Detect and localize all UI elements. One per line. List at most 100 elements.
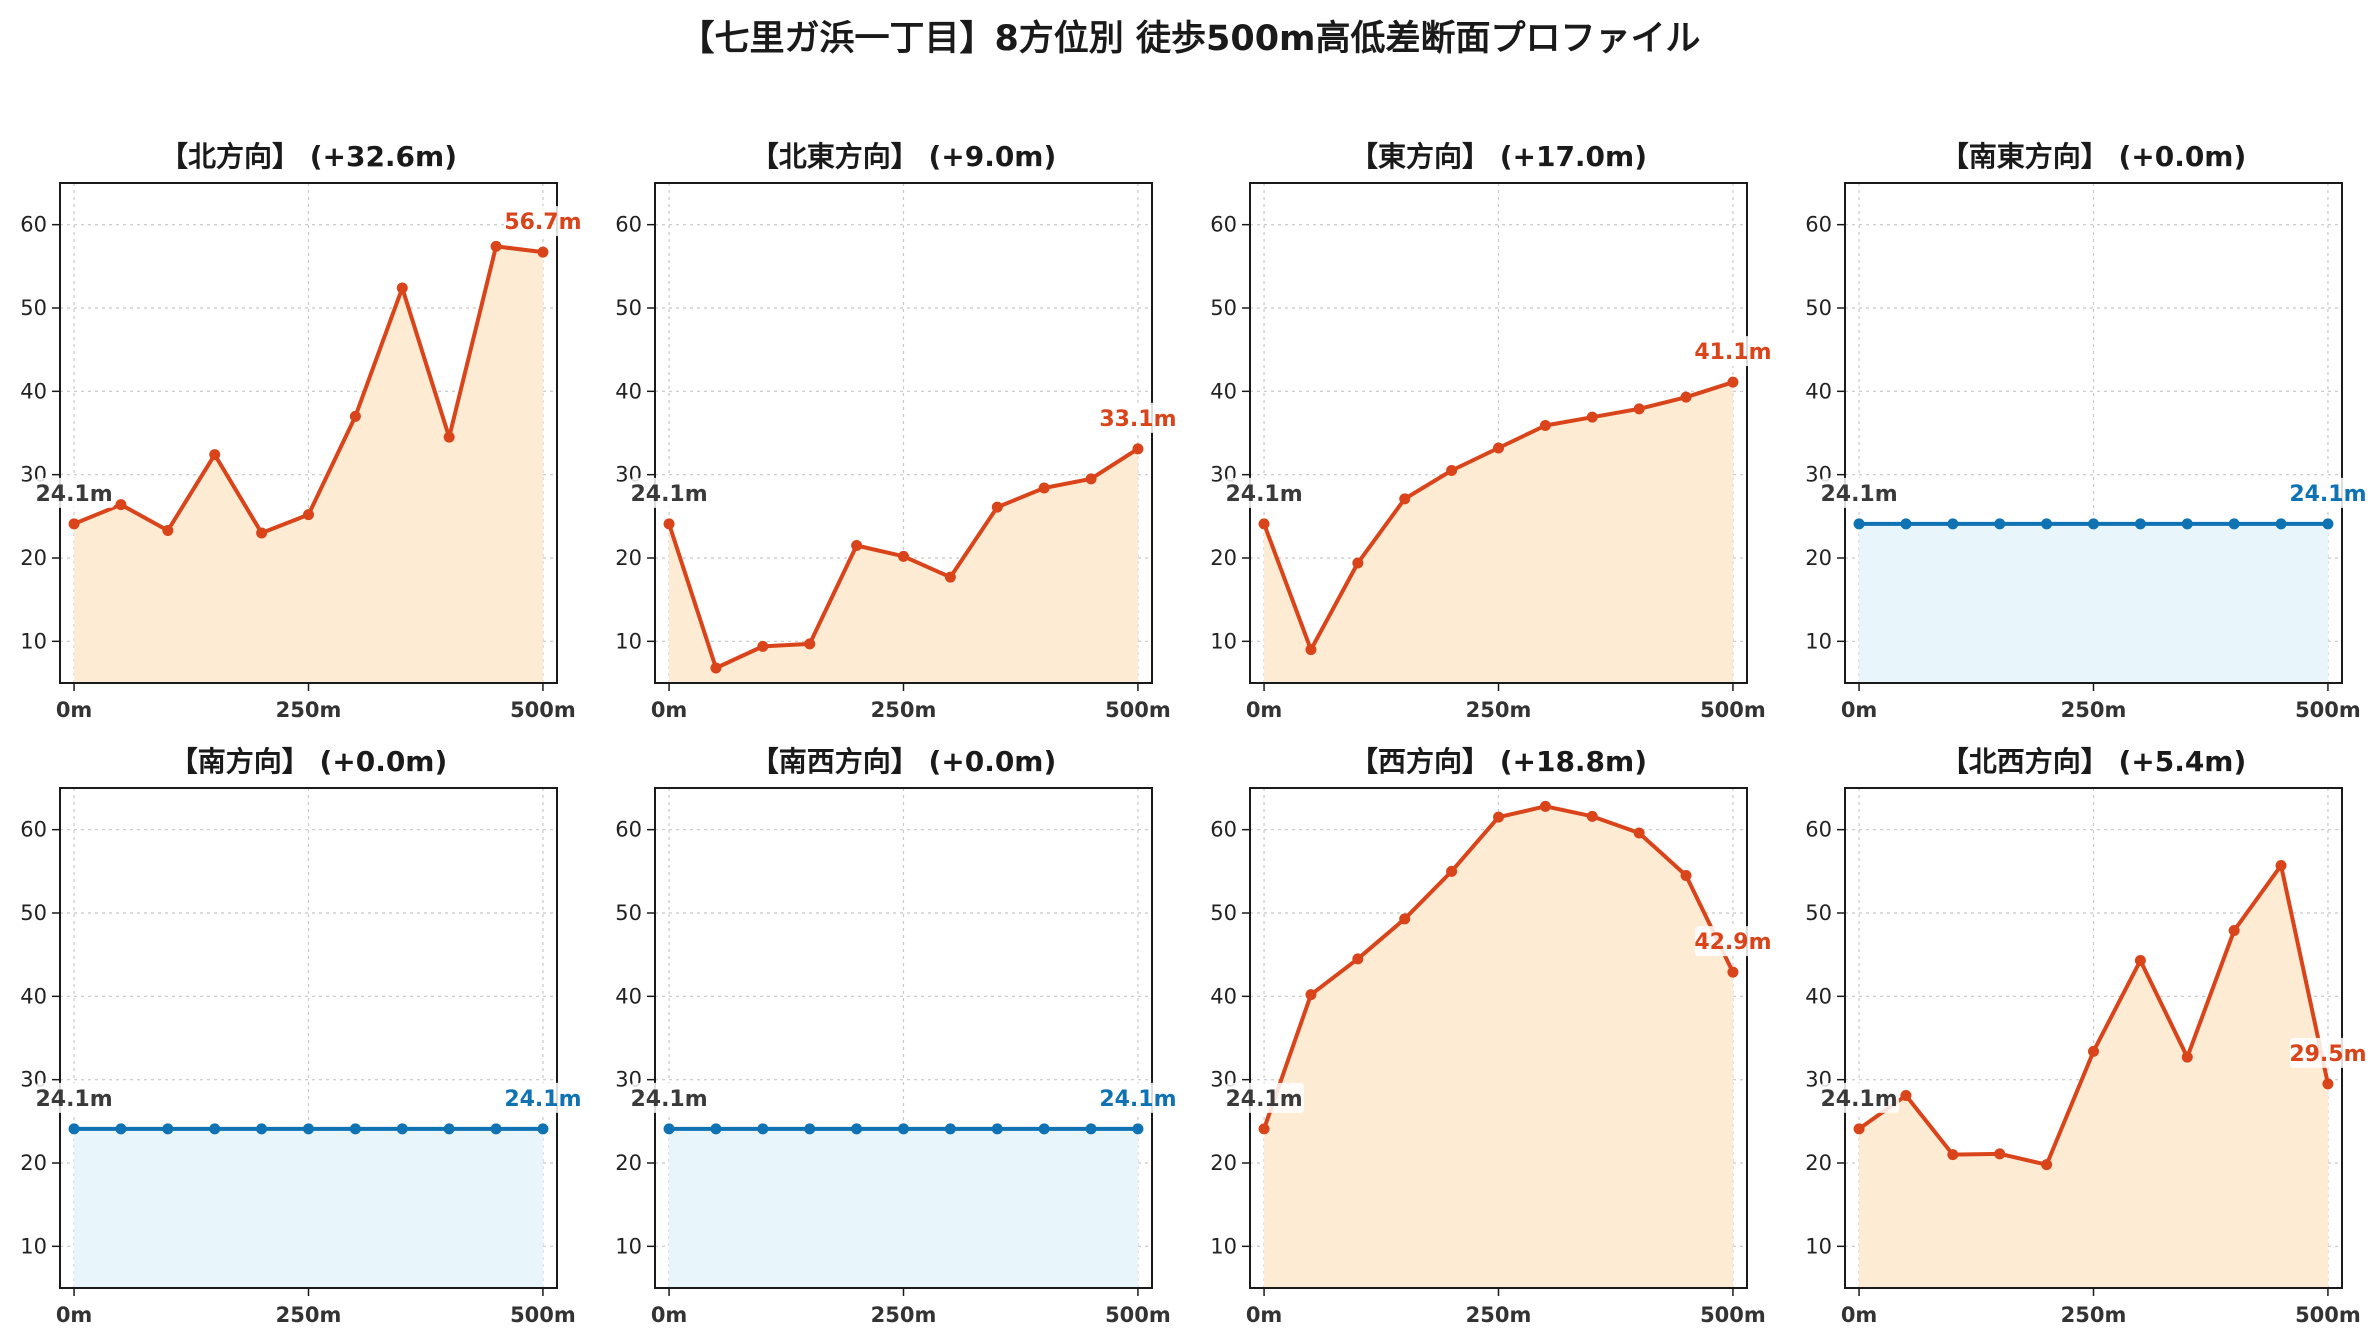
y-tick-label: 10: [20, 1234, 47, 1258]
x-tick-label: 250m: [276, 1303, 342, 1327]
data-point: [68, 518, 80, 530]
start-elevation-label: 24.1m: [35, 1087, 112, 1112]
y-tick-label: 20: [615, 1151, 642, 1175]
data-point: [2088, 1045, 2099, 1057]
start-elevation-label: 24.1m: [1225, 1087, 1302, 1112]
elevation-area: [669, 448, 1138, 683]
x-tick-label: 250m: [276, 698, 342, 722]
x-tick-label: 500m: [1700, 1303, 1766, 1327]
start-label-bg: [36, 1082, 115, 1113]
data-point: [443, 431, 455, 443]
data-point: [991, 1123, 1003, 1135]
y-tick-label: 40: [20, 379, 47, 403]
data-point: [256, 1123, 268, 1135]
end-label-bg: [504, 206, 583, 237]
x-tick-label: 0m: [1841, 1303, 1878, 1327]
data-point: [2322, 518, 2334, 530]
data-point: [1633, 827, 1645, 839]
data-point: [1352, 557, 1364, 569]
x-tick-label: 500m: [510, 698, 576, 722]
x-tick-label: 0m: [651, 698, 688, 722]
data-point: [2041, 518, 2053, 530]
end-elevation-label: 24.1m: [2289, 482, 2366, 507]
data-point: [1038, 1123, 1050, 1135]
y-tick-label: 60: [20, 818, 47, 842]
data-point: [1539, 800, 1551, 812]
elevation-area: [74, 246, 543, 684]
y-tick-label: 40: [20, 984, 47, 1008]
start-elevation-label: 24.1m: [1225, 482, 1302, 507]
y-tick-label: 10: [1210, 629, 1237, 653]
x-tick-label: 250m: [2061, 1303, 2127, 1327]
data-point: [396, 1123, 408, 1135]
data-point: [1132, 1123, 1144, 1135]
elevation-area: [1264, 382, 1733, 683]
subplot-title: 【東方向】 (+17.0m): [1350, 140, 1647, 173]
data-point: [2275, 860, 2287, 871]
x-tick-label: 0m: [1246, 1303, 1283, 1327]
data-point: [1727, 376, 1739, 388]
data-point: [2088, 518, 2099, 530]
end-elevation-label: 24.1m: [1099, 1087, 1176, 1112]
data-point: [851, 1123, 863, 1135]
y-tick-label: 20: [20, 546, 47, 570]
data-point: [898, 550, 909, 562]
data-point: [1853, 1123, 1865, 1135]
x-tick-label: 250m: [2061, 698, 2127, 722]
end-elevation-label: 33.1m: [1099, 407, 1176, 432]
data-point: [443, 1123, 455, 1135]
start-label-bg: [1821, 1082, 1900, 1113]
data-point: [2322, 1078, 2334, 1090]
start-label-bg: [36, 477, 115, 508]
end-label-bg: [2289, 477, 2368, 508]
data-point: [991, 501, 1003, 513]
y-tick-label: 60: [1805, 213, 1832, 237]
data-point: [1085, 1123, 1097, 1135]
x-tick-label: 500m: [1105, 698, 1171, 722]
x-tick-label: 500m: [1105, 1303, 1171, 1327]
data-point: [1680, 391, 1692, 403]
subplot-3: 【東方向】 (+17.0m)0m 250m 500m10203040506024.1…: [1210, 140, 1773, 722]
elevation-area: [1859, 523, 2328, 683]
end-elevation-label: 56.7m: [504, 210, 581, 235]
data-point: [1586, 810, 1598, 822]
data-point: [1399, 913, 1411, 925]
data-point: [757, 1123, 769, 1135]
subplot-4: 【南東方向】 (+0.0m)0m 250m 500m10203040506024.1…: [1805, 140, 2368, 722]
start-elevation-label: 24.1m: [35, 482, 112, 507]
y-tick-label: 50: [1805, 296, 1832, 320]
x-tick-label: 250m: [871, 698, 937, 722]
data-point: [710, 1123, 722, 1135]
elevation-area: [1859, 865, 2328, 1288]
data-point: [2228, 518, 2240, 530]
data-point: [209, 1123, 221, 1135]
elevation-area: [74, 1128, 543, 1288]
data-point: [1680, 870, 1692, 881]
data-point: [1132, 443, 1144, 455]
data-point: [162, 1123, 174, 1135]
data-point: [2181, 518, 2193, 530]
data-point: [2134, 955, 2146, 966]
x-tick-label: 500m: [510, 1303, 576, 1327]
subplot-2: 【北東方向】 (+9.0m)0m 250m 500m10203040506024.1…: [615, 140, 1178, 722]
y-tick-label: 50: [1210, 901, 1237, 925]
data-point: [663, 1123, 675, 1135]
x-tick-label: 500m: [2295, 1303, 2361, 1327]
data-point: [1352, 953, 1364, 965]
data-point: [851, 540, 863, 551]
subplot-6: 【南西方向】 (+0.0m)0m 250m 500m10203040506024.1…: [615, 745, 1178, 1327]
y-tick-label: 20: [1805, 1151, 1832, 1175]
data-point: [2134, 518, 2146, 530]
y-tick-label: 10: [1805, 1234, 1832, 1258]
data-point: [1947, 1149, 1959, 1161]
start-elevation-label: 24.1m: [1820, 1087, 1897, 1112]
data-point: [1258, 1123, 1270, 1135]
y-tick-label: 50: [615, 296, 642, 320]
data-point: [710, 662, 722, 674]
x-tick-label: 0m: [1841, 698, 1878, 722]
y-tick-label: 50: [615, 901, 642, 925]
subplot-7: 【西方向】 (+18.8m)0m 250m 500m10203040506024.1…: [1210, 745, 1773, 1327]
subplot-title: 【北西方向】 (+5.4m): [1941, 745, 2247, 778]
subplot-title: 【西方向】 (+18.8m): [1350, 745, 1647, 778]
y-tick-label: 60: [615, 818, 642, 842]
